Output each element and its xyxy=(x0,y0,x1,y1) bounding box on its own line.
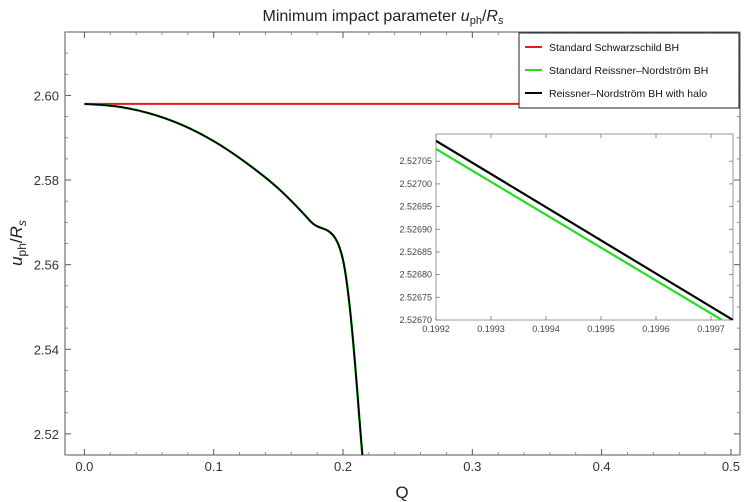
series-line-rn-halo xyxy=(84,103,364,455)
x-tick-label: 0.1 xyxy=(205,459,223,474)
legend-label-reissner-nordstrom: Standard Reissner–Nordström BH xyxy=(549,65,708,77)
x-tick-label: 0.2 xyxy=(334,459,352,474)
inset-series-group xyxy=(436,139,733,320)
title-math-r: R xyxy=(486,8,498,25)
legend-box xyxy=(518,32,740,109)
x-tick-label: 0.0 xyxy=(75,459,93,474)
inset-y-tick-label: 2.52705 xyxy=(399,156,432,166)
inset-y-tick-label: 2.52685 xyxy=(399,247,432,257)
y-tick-label: 2.58 xyxy=(34,173,59,188)
ylabel-slash: / xyxy=(7,238,26,243)
y-axis-label: uph/Rs xyxy=(7,220,29,266)
inset-line-reissner-nordstrom xyxy=(436,148,723,320)
inset-y-tick-label: 2.52695 xyxy=(399,202,432,212)
inset-y-tick-label: 2.52675 xyxy=(399,292,432,302)
y-tick-label: 2.52 xyxy=(34,427,59,442)
main-axis-ticks: 0.0 0.1 0.2 0.3 0.4 0.5 2.52 2.54 2.56 2.58 2.60 xyxy=(34,31,740,474)
title-math-main: u xyxy=(461,8,470,25)
ylabel-r-sub: s xyxy=(15,220,29,226)
title-math-slash: / xyxy=(482,8,487,25)
x-tick-label: 0.5 xyxy=(722,459,740,474)
inset-x-tick-label: 0.1996 xyxy=(642,324,670,334)
legend-label-schwarzschild: Standard Schwarzschild BH xyxy=(549,42,679,54)
x-axis-label: Q xyxy=(395,483,408,502)
ylabel-r: R xyxy=(7,226,26,238)
title-math-r-sub: s xyxy=(498,15,504,27)
x-tick-label: 0.3 xyxy=(463,459,481,474)
inset-y-tick-label: 2.52700 xyxy=(399,179,432,189)
ylabel-main: u xyxy=(7,256,26,266)
inset-x-tick-label: 0.1995 xyxy=(587,324,615,334)
inset-line-rn-halo xyxy=(436,139,733,320)
ylabel-sub: ph xyxy=(15,243,29,256)
legend-label-rn-halo: Reissner–Nordström BH with halo xyxy=(549,88,707,100)
legend: Standard Schwarzschild BH Standard Reiss… xyxy=(518,32,740,109)
y-tick-label: 2.56 xyxy=(34,258,59,273)
inset-y-tick-label: 2.52670 xyxy=(399,315,432,325)
title-prefix: Minimum impact parameter xyxy=(263,8,461,25)
x-tick-label: 0.4 xyxy=(593,459,611,474)
inset-x-tick-label: 0.1997 xyxy=(697,324,725,334)
y-tick-label: 2.60 xyxy=(34,88,59,103)
inset-axis-ticks: 0.1992 0.1993 0.1994 0.1995 0.1996 0.1997 2.52… xyxy=(399,134,733,334)
inset-x-tick-label: 0.1992 xyxy=(422,324,450,334)
inset-x-tick-label: 0.1994 xyxy=(532,324,560,334)
inset-y-tick-label: 2.52690 xyxy=(399,224,432,234)
y-tick-label: 2.54 xyxy=(34,342,59,357)
series-line-reissner-nordstrom xyxy=(84,102,364,455)
inset-y-tick-label: 2.52680 xyxy=(399,270,432,280)
inset-x-tick-label: 0.1993 xyxy=(477,324,505,334)
chart-title: Minimum impact parameter uph/Rs xyxy=(263,8,504,27)
title-math-sub: ph xyxy=(470,15,482,27)
